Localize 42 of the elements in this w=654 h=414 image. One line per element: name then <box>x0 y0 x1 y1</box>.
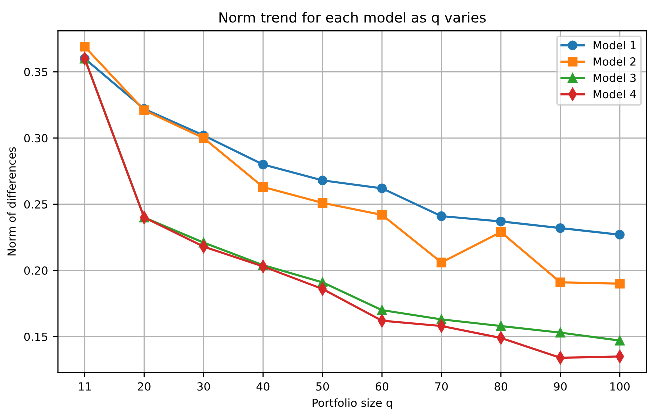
y-tick-label: 0.35 <box>24 68 48 76</box>
x-tick-label: 11 <box>79 382 92 391</box>
x-tick-label: 60 <box>376 382 389 391</box>
point <box>377 184 388 194</box>
point <box>496 321 506 332</box>
point <box>258 160 268 170</box>
x-tick-label: 100 <box>610 382 630 391</box>
y-tick-label: 0.20 <box>24 266 48 276</box>
point <box>436 258 447 268</box>
point <box>556 328 566 338</box>
y-tick-label: 0.25 <box>24 200 48 209</box>
y-tick-label: 0.30 <box>24 134 48 143</box>
y-axis-title: Norm of differences <box>7 147 16 256</box>
point <box>615 336 625 346</box>
point <box>436 212 447 222</box>
y-tick-label: 0.15 <box>24 332 48 342</box>
point <box>199 133 209 144</box>
point <box>556 223 566 234</box>
legend-label: Model 1 <box>594 41 636 50</box>
point <box>377 306 388 316</box>
point <box>615 230 625 240</box>
chart-title: Norm trend for each model as q varies <box>220 12 486 26</box>
x-tick-label: 90 <box>554 382 567 391</box>
x-tick-label: 20 <box>138 382 151 391</box>
x-axis-title: Portfolio size q <box>312 398 392 410</box>
x-tick-label: 40 <box>256 382 270 391</box>
legend-label: Model 3 <box>594 74 636 82</box>
point <box>556 278 566 288</box>
point <box>615 279 625 289</box>
point <box>318 198 328 208</box>
legend-label: Model 2 <box>594 57 636 66</box>
point <box>258 182 268 192</box>
x-tick-label: 30 <box>198 382 210 391</box>
point <box>377 210 388 220</box>
x-tick-label: 80 <box>494 382 508 391</box>
x-tick-label: 70 <box>436 382 448 391</box>
x-tick-label: 50 <box>316 382 330 391</box>
point <box>496 216 506 227</box>
legend-label: Model 4 <box>594 90 636 99</box>
point <box>496 227 506 238</box>
point <box>318 176 328 186</box>
point <box>80 42 90 52</box>
